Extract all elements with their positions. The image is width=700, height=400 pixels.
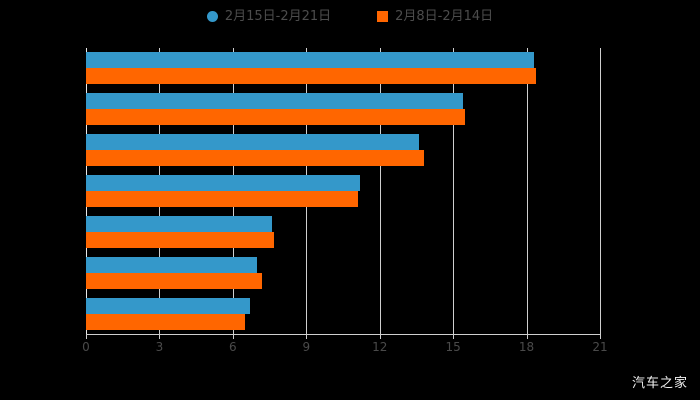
bar[interactable] [86,256,258,273]
bar[interactable] [86,150,424,167]
x-axis-tick-label: 12 [372,340,388,354]
bar[interactable] [86,68,537,85]
watermark: 汽车之家 [631,376,688,391]
x-axis-tick [159,334,161,339]
x-axis-tick-label: 6 [229,340,237,354]
bar-group [86,93,600,126]
gridline [600,48,601,334]
legend-circle-icon [206,11,218,22]
bar[interactable] [86,52,534,69]
bar[interactable] [86,175,361,191]
x-axis-tick-label: 9 [302,340,311,354]
bar-group [86,134,600,167]
x-axis-tick-label: 0 [82,340,90,354]
bar[interactable] [86,313,246,330]
bar[interactable] [86,215,273,232]
bar-group [86,256,600,289]
x-axis-tick-label: 3 [155,340,164,354]
bar-group [86,175,600,207]
legend-square-icon [377,11,389,22]
x-axis: 0 3 6 9 12 15 18 21 [82,334,608,353]
x-axis-tick-label: 21 [592,340,608,354]
gridline [453,48,455,334]
bar[interactable] [86,93,463,110]
x-axis-tick-label: 15 [445,340,461,354]
x-axis-tick [600,334,601,339]
bar[interactable] [86,134,419,151]
legend-item-label: 2月15日-2月21日 [224,9,332,24]
bar-group [86,215,600,248]
bar[interactable] [86,231,275,248]
x-axis-tick [379,334,381,339]
x-axis-tick [86,334,87,339]
gridline [379,48,381,334]
legend-item[interactable]: 2月8日-2月14日 [377,10,493,23]
x-axis-tick [526,334,528,339]
x-axis-tick [232,334,234,339]
legend-item[interactable]: 2月15日-2月21日 [206,9,332,24]
x-axis-tick-label: 18 [518,340,535,354]
plot-area: 英国韩国其他美国德国日本中国 [86,48,601,334]
legend-item-label: 2月8日-2月14日 [395,9,494,24]
bar[interactable] [86,109,466,126]
bar[interactable] [86,272,263,289]
x-axis-tick [306,334,308,339]
bar-group [86,297,600,330]
chart-legend: 2月15日-2月21日 2月8日-2月14日 [0,10,700,23]
gridline [526,48,528,334]
x-axis-tick [453,334,455,339]
bar[interactable] [86,191,358,207]
bar[interactable] [86,297,250,314]
bar-group [86,52,600,85]
